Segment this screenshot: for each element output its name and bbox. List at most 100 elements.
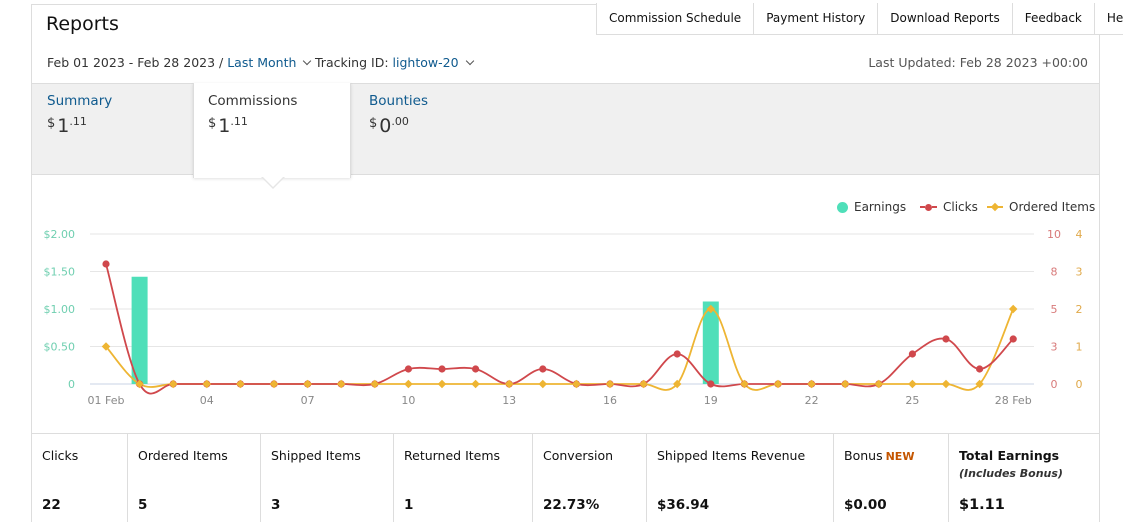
clicks-point	[908, 350, 917, 358]
tab-commissions-label: Commissions	[208, 93, 298, 109]
tab-summary-label: Summary	[47, 93, 113, 109]
clicks-point	[707, 380, 715, 388]
y-tick-label-ordered: 2	[1076, 303, 1083, 316]
x-tick-label: 04	[200, 394, 214, 407]
nav-download-reports[interactable]: Download Reports	[878, 3, 1013, 34]
legend-clicks[interactable]: Clicks	[920, 200, 978, 214]
ordered-items-point	[168, 379, 178, 389]
tab-bounties-label: Bounties	[369, 93, 429, 109]
ordered-items-line	[105, 308, 1015, 391]
ordered-items-point	[706, 304, 716, 314]
nav-payment-history[interactable]: Payment History	[754, 3, 879, 34]
date-preset-link[interactable]: Last Month	[227, 55, 297, 70]
x-tick-label: 19	[704, 394, 718, 407]
y-tick-label-left: $2.00	[44, 228, 76, 241]
y-tick-label-left: $1.50	[44, 266, 76, 279]
ordered-items-point	[639, 379, 648, 389]
ordered-items-point	[672, 379, 682, 389]
tab-bounties[interactable]: Bounties $0.00	[369, 93, 428, 137]
new-badge: NEW	[885, 450, 915, 463]
clicks-line	[105, 263, 1014, 395]
clicks-point	[438, 365, 446, 373]
ordered-items-point	[336, 379, 346, 389]
nav-feedback[interactable]: Feedback	[1013, 3, 1095, 34]
ordered-items-point	[538, 379, 548, 389]
top-nav: Commission Schedule Payment History Down…	[596, 3, 1123, 35]
ordered-items-point	[202, 379, 212, 389]
ordered-items-point	[101, 342, 111, 351]
ordered-items-point	[471, 379, 480, 389]
ordered-items-point	[740, 379, 749, 389]
x-tick-label: 25	[905, 394, 919, 407]
nav-commission-schedule[interactable]: Commission Schedule	[597, 3, 755, 34]
stat-conversion: Conversion 22.73%	[533, 434, 647, 522]
summary-stats: Clicks 22 Ordered Items 5 Shipped Items 3 R…	[32, 433, 1099, 522]
x-tick-label: 22	[805, 394, 819, 407]
clicks-legend-icon	[925, 203, 932, 211]
ordered-items-point	[236, 379, 245, 389]
clicks-point	[472, 365, 480, 373]
tab-commissions-value: $1.11	[208, 115, 248, 137]
ordered-items-point	[303, 379, 312, 389]
x-tick-label: 01 Feb	[88, 394, 125, 407]
stat-returned-items: Returned Items 1	[394, 434, 533, 522]
stat-total-earnings: Total Earnings (Includes Bonus) $1.11	[949, 434, 1099, 522]
nav-help[interactable]: Help	[1095, 3, 1123, 34]
ordered-items-point	[135, 379, 144, 389]
tracking-label: Tracking ID:	[315, 55, 389, 70]
x-tick-label: 16	[603, 394, 617, 407]
ordered-items-point	[975, 379, 984, 389]
y-tick-label-clicks: 0	[1051, 378, 1058, 391]
clicks-point	[976, 365, 984, 373]
ordered-items-point	[572, 379, 581, 389]
y-tick-label-left: $1.00	[44, 303, 76, 316]
y-tick-label-left: 0	[68, 378, 75, 391]
ordered-items-point	[269, 379, 279, 389]
y-tick-label-clicks: 10	[1047, 228, 1061, 241]
stat-clicks: Clicks 22	[32, 434, 128, 522]
y-tick-label-clicks: 3	[1051, 341, 1058, 354]
date-range-selector[interactable]: Feb 01 2023 - Feb 28 2023 / Last Month	[47, 55, 312, 70]
y-tick-label-ordered: 0	[1076, 378, 1083, 391]
ordered-items-point	[605, 379, 615, 389]
y-tick-label-ordered: 1	[1076, 341, 1083, 354]
ordered-items-point	[370, 379, 380, 389]
active-tab-card	[193, 83, 351, 178]
clicks-point	[539, 365, 547, 373]
ordered-items-point	[840, 379, 850, 389]
clicks-point	[404, 365, 412, 373]
clicks-point	[1009, 335, 1017, 343]
ordered-items-point	[1008, 304, 1018, 314]
earnings-legend-icon	[837, 201, 848, 213]
clicks-point	[102, 260, 110, 268]
tab-summary-value: $1.11	[47, 115, 87, 137]
stat-shipped-items: Shipped Items 3	[261, 434, 394, 522]
tracking-id-value[interactable]: lightow-20	[392, 55, 459, 70]
y-tick-label-ordered: 3	[1076, 266, 1083, 279]
date-range-text: Feb 01 2023 - Feb 28 2023 /	[47, 55, 224, 70]
earnings-bar	[131, 276, 148, 384]
stat-shipped-revenue: Shipped Items Revenue $36.94	[647, 434, 834, 522]
x-tick-label: 13	[502, 394, 516, 407]
stat-bonus: Bonus NEW $0.00	[834, 434, 949, 522]
y-tick-label-left: $0.50	[44, 341, 76, 354]
tracking-id-selector[interactable]: Tracking ID: lightow-20	[315, 55, 474, 70]
ordered-items-point	[437, 379, 447, 389]
y-tick-label-clicks: 5	[1051, 303, 1058, 316]
legend-earnings[interactable]: Earnings	[837, 200, 906, 214]
ordered-items-point	[874, 379, 884, 389]
earnings-bar	[702, 301, 719, 384]
ordered-items-point	[941, 379, 951, 389]
clicks-point	[673, 350, 681, 358]
legend-ordered-items[interactable]: Ordered Items	[987, 200, 1095, 214]
ordered-items-point	[404, 379, 413, 389]
x-tick-label: 07	[301, 394, 315, 407]
ordered-items-point	[908, 379, 917, 389]
y-tick-label-clicks: 8	[1051, 266, 1058, 279]
tab-bounties-value: $0.00	[369, 115, 409, 137]
tab-summary[interactable]: Summary $1.11	[47, 93, 112, 137]
tab-commissions[interactable]: Commissions $1.11	[208, 93, 297, 137]
page-title: Reports	[46, 13, 119, 35]
